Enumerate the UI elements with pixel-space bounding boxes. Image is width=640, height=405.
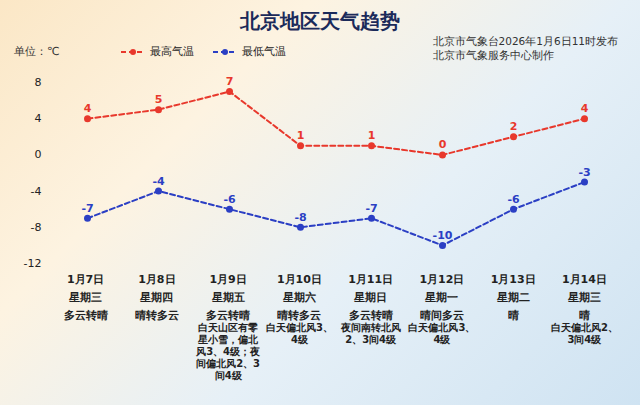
html-text:多云转晴: 多云转晴 bbox=[206, 309, 251, 322]
html-text:北京市气象服务中心制作: 北京市气象服务中心制作 bbox=[432, 49, 554, 61]
html-text:最低气温: 最低气温 bbox=[242, 45, 286, 58]
html-text:单位：℃: 单位：℃ bbox=[14, 45, 60, 58]
html-text:星期三: 星期三 bbox=[69, 291, 103, 304]
html-text:星期三: 星期三 bbox=[567, 291, 601, 304]
html-text:1月11日: 1月11日 bbox=[348, 273, 394, 286]
svg-text:-12: -12 bbox=[24, 257, 42, 270]
html-text:白天山区有零星小雪，偏北风3、4级；夜间偏北风2、3间4级: 白天山区有零星小雪，偏北风3、4级；夜间偏北风2、3间4级 bbox=[196, 322, 261, 381]
html-text:星期四: 星期四 bbox=[140, 291, 174, 304]
html-text:晴转多云: 晴转多云 bbox=[277, 309, 322, 322]
html-text:晴间多云: 晴间多云 bbox=[419, 309, 464, 322]
html-text:最高气温: 最高气温 bbox=[150, 45, 194, 58]
svg-text:-6: -6 bbox=[223, 193, 236, 206]
svg-text:4: 4 bbox=[581, 102, 589, 115]
html-text:星期日: 星期日 bbox=[354, 291, 388, 304]
html-text:晴转多云: 晴转多云 bbox=[134, 309, 179, 322]
html-text:白天偏北风3、4级: 白天偏北风3、4级 bbox=[265, 322, 333, 345]
html-text:白天偏北风3、4级: 白天偏北风3、4级 bbox=[408, 322, 476, 345]
html-text:北京市气象台2026年1月6日11时发布: 北京市气象台2026年1月6日11时发布 bbox=[432, 35, 618, 47]
svg-text:-8: -8 bbox=[294, 211, 306, 224]
svg-text:-8: -8 bbox=[31, 221, 42, 234]
svg-text:8: 8 bbox=[35, 76, 42, 89]
svg-text:1: 1 bbox=[368, 129, 376, 142]
html-text:星期二: 星期二 bbox=[496, 291, 530, 304]
svg-text:5: 5 bbox=[155, 93, 163, 106]
svg-text:-7: -7 bbox=[365, 202, 377, 215]
html-text:1月8日: 1月8日 bbox=[138, 273, 176, 286]
html-text:1月10日: 1月10日 bbox=[276, 273, 322, 286]
svg-text:-10: -10 bbox=[433, 229, 453, 242]
html-text:星期一: 星期一 bbox=[425, 291, 459, 304]
svg-text:2: 2 bbox=[510, 120, 518, 133]
svg-text:-4: -4 bbox=[31, 185, 42, 198]
html-text:夜间南转北风2、3间4级: 夜间南转北风2、3间4级 bbox=[340, 322, 401, 345]
html-text:星期六: 星期六 bbox=[282, 291, 316, 304]
svg-text:4: 4 bbox=[35, 112, 42, 125]
html-text:1月13日: 1月13日 bbox=[490, 273, 536, 286]
svg-text:4: 4 bbox=[84, 102, 92, 115]
html-text:1月9日: 1月9日 bbox=[209, 273, 247, 286]
svg-text:-6: -6 bbox=[507, 193, 520, 206]
svg-text:0: 0 bbox=[35, 148, 42, 161]
html-text:1月12日: 1月12日 bbox=[419, 273, 465, 286]
svg-text:-3: -3 bbox=[578, 166, 590, 179]
html-text:1月14日: 1月14日 bbox=[561, 273, 607, 286]
svg-text:1: 1 bbox=[297, 129, 305, 142]
html-text:北京地区天气趋势: 北京地区天气趋势 bbox=[240, 9, 400, 33]
svg-text:7: 7 bbox=[226, 75, 234, 88]
svg-text:-7: -7 bbox=[81, 202, 93, 215]
html-text:多云转晴: 多云转晴 bbox=[63, 309, 108, 322]
html-text:1月7日: 1月7日 bbox=[67, 273, 105, 286]
html-text:白天偏北风2、3间4级: 白天偏北风2、3间4级 bbox=[550, 322, 618, 345]
html-text:多云转晴: 多云转晴 bbox=[348, 309, 393, 322]
html-text:晴: 晴 bbox=[507, 309, 519, 322]
html-text:星期五: 星期五 bbox=[211, 291, 245, 304]
html-text:晴: 晴 bbox=[578, 309, 590, 322]
svg-text:-4: -4 bbox=[152, 175, 165, 188]
svg-text:0: 0 bbox=[439, 138, 447, 151]
